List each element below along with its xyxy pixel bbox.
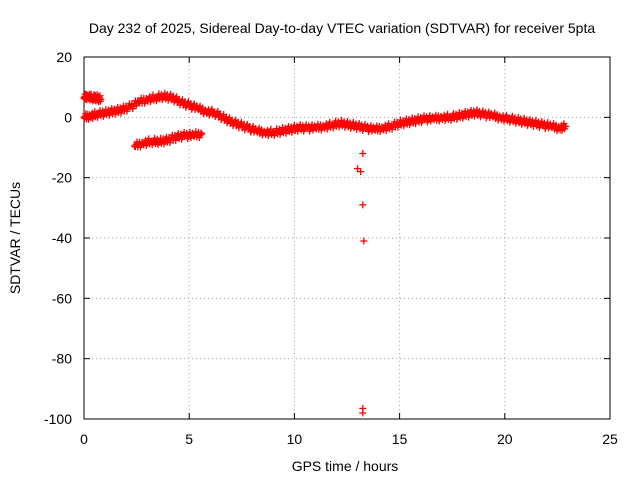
data-point <box>370 125 378 133</box>
data-point <box>359 409 367 417</box>
data-point <box>360 237 368 245</box>
x-tick-label: 20 <box>497 431 513 447</box>
y-tick-label: -40 <box>52 230 72 246</box>
axis-ticks: 0 5 10 15 20 25 20 0 -20 -40 -60 -80 -100 <box>44 49 618 447</box>
y-axis-label: SDTVAR / TECUs <box>7 182 23 294</box>
data-point <box>429 115 437 123</box>
data-point <box>189 131 197 139</box>
data-point <box>135 98 143 106</box>
data-point <box>208 105 216 113</box>
data-point <box>223 119 231 127</box>
data-point <box>502 111 510 119</box>
data-points <box>80 89 570 417</box>
data-point <box>412 120 420 128</box>
x-tick-label: 25 <box>602 431 618 447</box>
y-tick-label: 20 <box>56 49 72 65</box>
data-point <box>471 112 479 120</box>
x-tick-label: 15 <box>392 431 408 447</box>
data-point <box>130 142 138 150</box>
grid-lines <box>84 57 610 419</box>
x-tick-label: 5 <box>185 431 193 447</box>
data-point <box>354 165 362 173</box>
data-point <box>198 130 206 138</box>
y-tick-label: -60 <box>52 290 72 306</box>
data-point <box>197 129 205 137</box>
chart-title: Day 232 of 2025, Sidereal Day-to-day VTE… <box>89 20 596 36</box>
data-point <box>357 168 365 176</box>
y-tick-label: -20 <box>52 170 72 186</box>
data-point <box>359 150 367 158</box>
x-tick-label: 0 <box>80 431 88 447</box>
data-point <box>97 95 105 103</box>
data-point <box>562 122 570 130</box>
data-point <box>294 127 302 135</box>
y-tick-label: -80 <box>52 351 72 367</box>
y-tick-label: -100 <box>44 411 72 427</box>
data-point <box>359 201 367 209</box>
data-point <box>311 124 319 132</box>
data-point <box>170 98 178 106</box>
x-tick-label: 10 <box>287 431 303 447</box>
data-point <box>211 112 219 120</box>
x-axis-label: GPS time / hours <box>292 458 399 474</box>
y-tick-label: 0 <box>64 109 72 125</box>
plot-frame <box>83 56 611 420</box>
